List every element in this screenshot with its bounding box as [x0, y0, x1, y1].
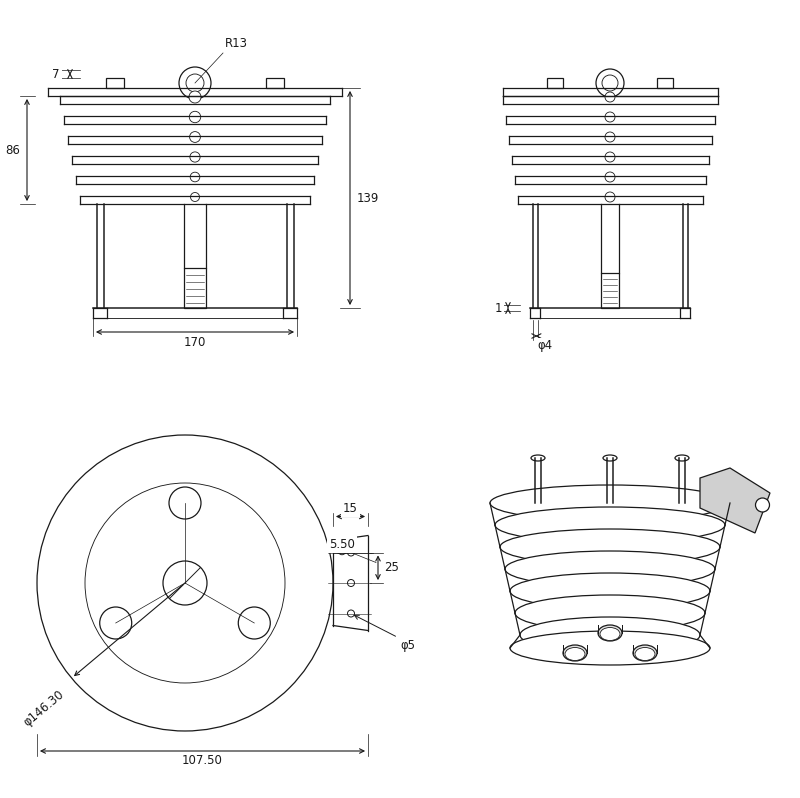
Bar: [266, 78, 284, 88]
Circle shape: [605, 192, 615, 202]
Ellipse shape: [520, 617, 700, 653]
Ellipse shape: [675, 455, 689, 461]
Bar: [601, 273, 619, 308]
Circle shape: [100, 607, 132, 639]
Text: 15: 15: [343, 502, 358, 515]
Ellipse shape: [510, 631, 710, 665]
Circle shape: [190, 132, 200, 142]
Text: 7: 7: [52, 68, 60, 81]
Polygon shape: [700, 468, 770, 533]
Ellipse shape: [565, 647, 585, 661]
Circle shape: [190, 152, 200, 162]
Text: φ5: φ5: [400, 639, 415, 653]
Ellipse shape: [505, 551, 715, 587]
Ellipse shape: [531, 455, 545, 461]
Ellipse shape: [500, 529, 720, 565]
Circle shape: [37, 435, 333, 731]
Ellipse shape: [603, 455, 617, 461]
Text: 5.50: 5.50: [329, 538, 355, 551]
Text: φ146.30: φ146.30: [21, 688, 66, 729]
Bar: [657, 78, 673, 88]
Circle shape: [605, 92, 615, 102]
Circle shape: [190, 192, 199, 202]
Circle shape: [605, 132, 615, 142]
Bar: [547, 78, 563, 88]
Text: 1: 1: [494, 302, 502, 314]
Circle shape: [85, 483, 285, 683]
Circle shape: [605, 172, 615, 182]
Circle shape: [605, 152, 615, 162]
Circle shape: [755, 498, 770, 512]
Bar: [184, 268, 206, 308]
Ellipse shape: [515, 595, 705, 631]
Circle shape: [347, 610, 354, 617]
Circle shape: [238, 607, 270, 639]
Ellipse shape: [635, 647, 655, 661]
Ellipse shape: [495, 507, 725, 543]
Text: R13: R13: [225, 37, 248, 50]
Text: 25: 25: [385, 561, 399, 575]
Text: 139: 139: [357, 192, 379, 204]
Text: φ4: φ4: [538, 339, 553, 353]
Circle shape: [179, 67, 211, 99]
Circle shape: [596, 69, 624, 97]
Circle shape: [605, 112, 615, 122]
Text: 107.50: 107.50: [182, 754, 223, 768]
Ellipse shape: [598, 625, 622, 641]
Text: 170: 170: [184, 335, 206, 349]
Circle shape: [347, 549, 354, 556]
Circle shape: [169, 487, 201, 519]
Ellipse shape: [510, 573, 710, 609]
Circle shape: [189, 91, 201, 103]
Bar: [106, 78, 124, 88]
Circle shape: [186, 74, 204, 92]
Ellipse shape: [633, 645, 657, 661]
Ellipse shape: [563, 645, 587, 661]
Circle shape: [190, 111, 201, 123]
Text: 86: 86: [6, 144, 21, 156]
Circle shape: [347, 579, 354, 587]
Ellipse shape: [600, 627, 620, 641]
Circle shape: [602, 75, 618, 91]
Ellipse shape: [490, 485, 730, 521]
Circle shape: [190, 172, 200, 182]
Circle shape: [163, 561, 207, 605]
